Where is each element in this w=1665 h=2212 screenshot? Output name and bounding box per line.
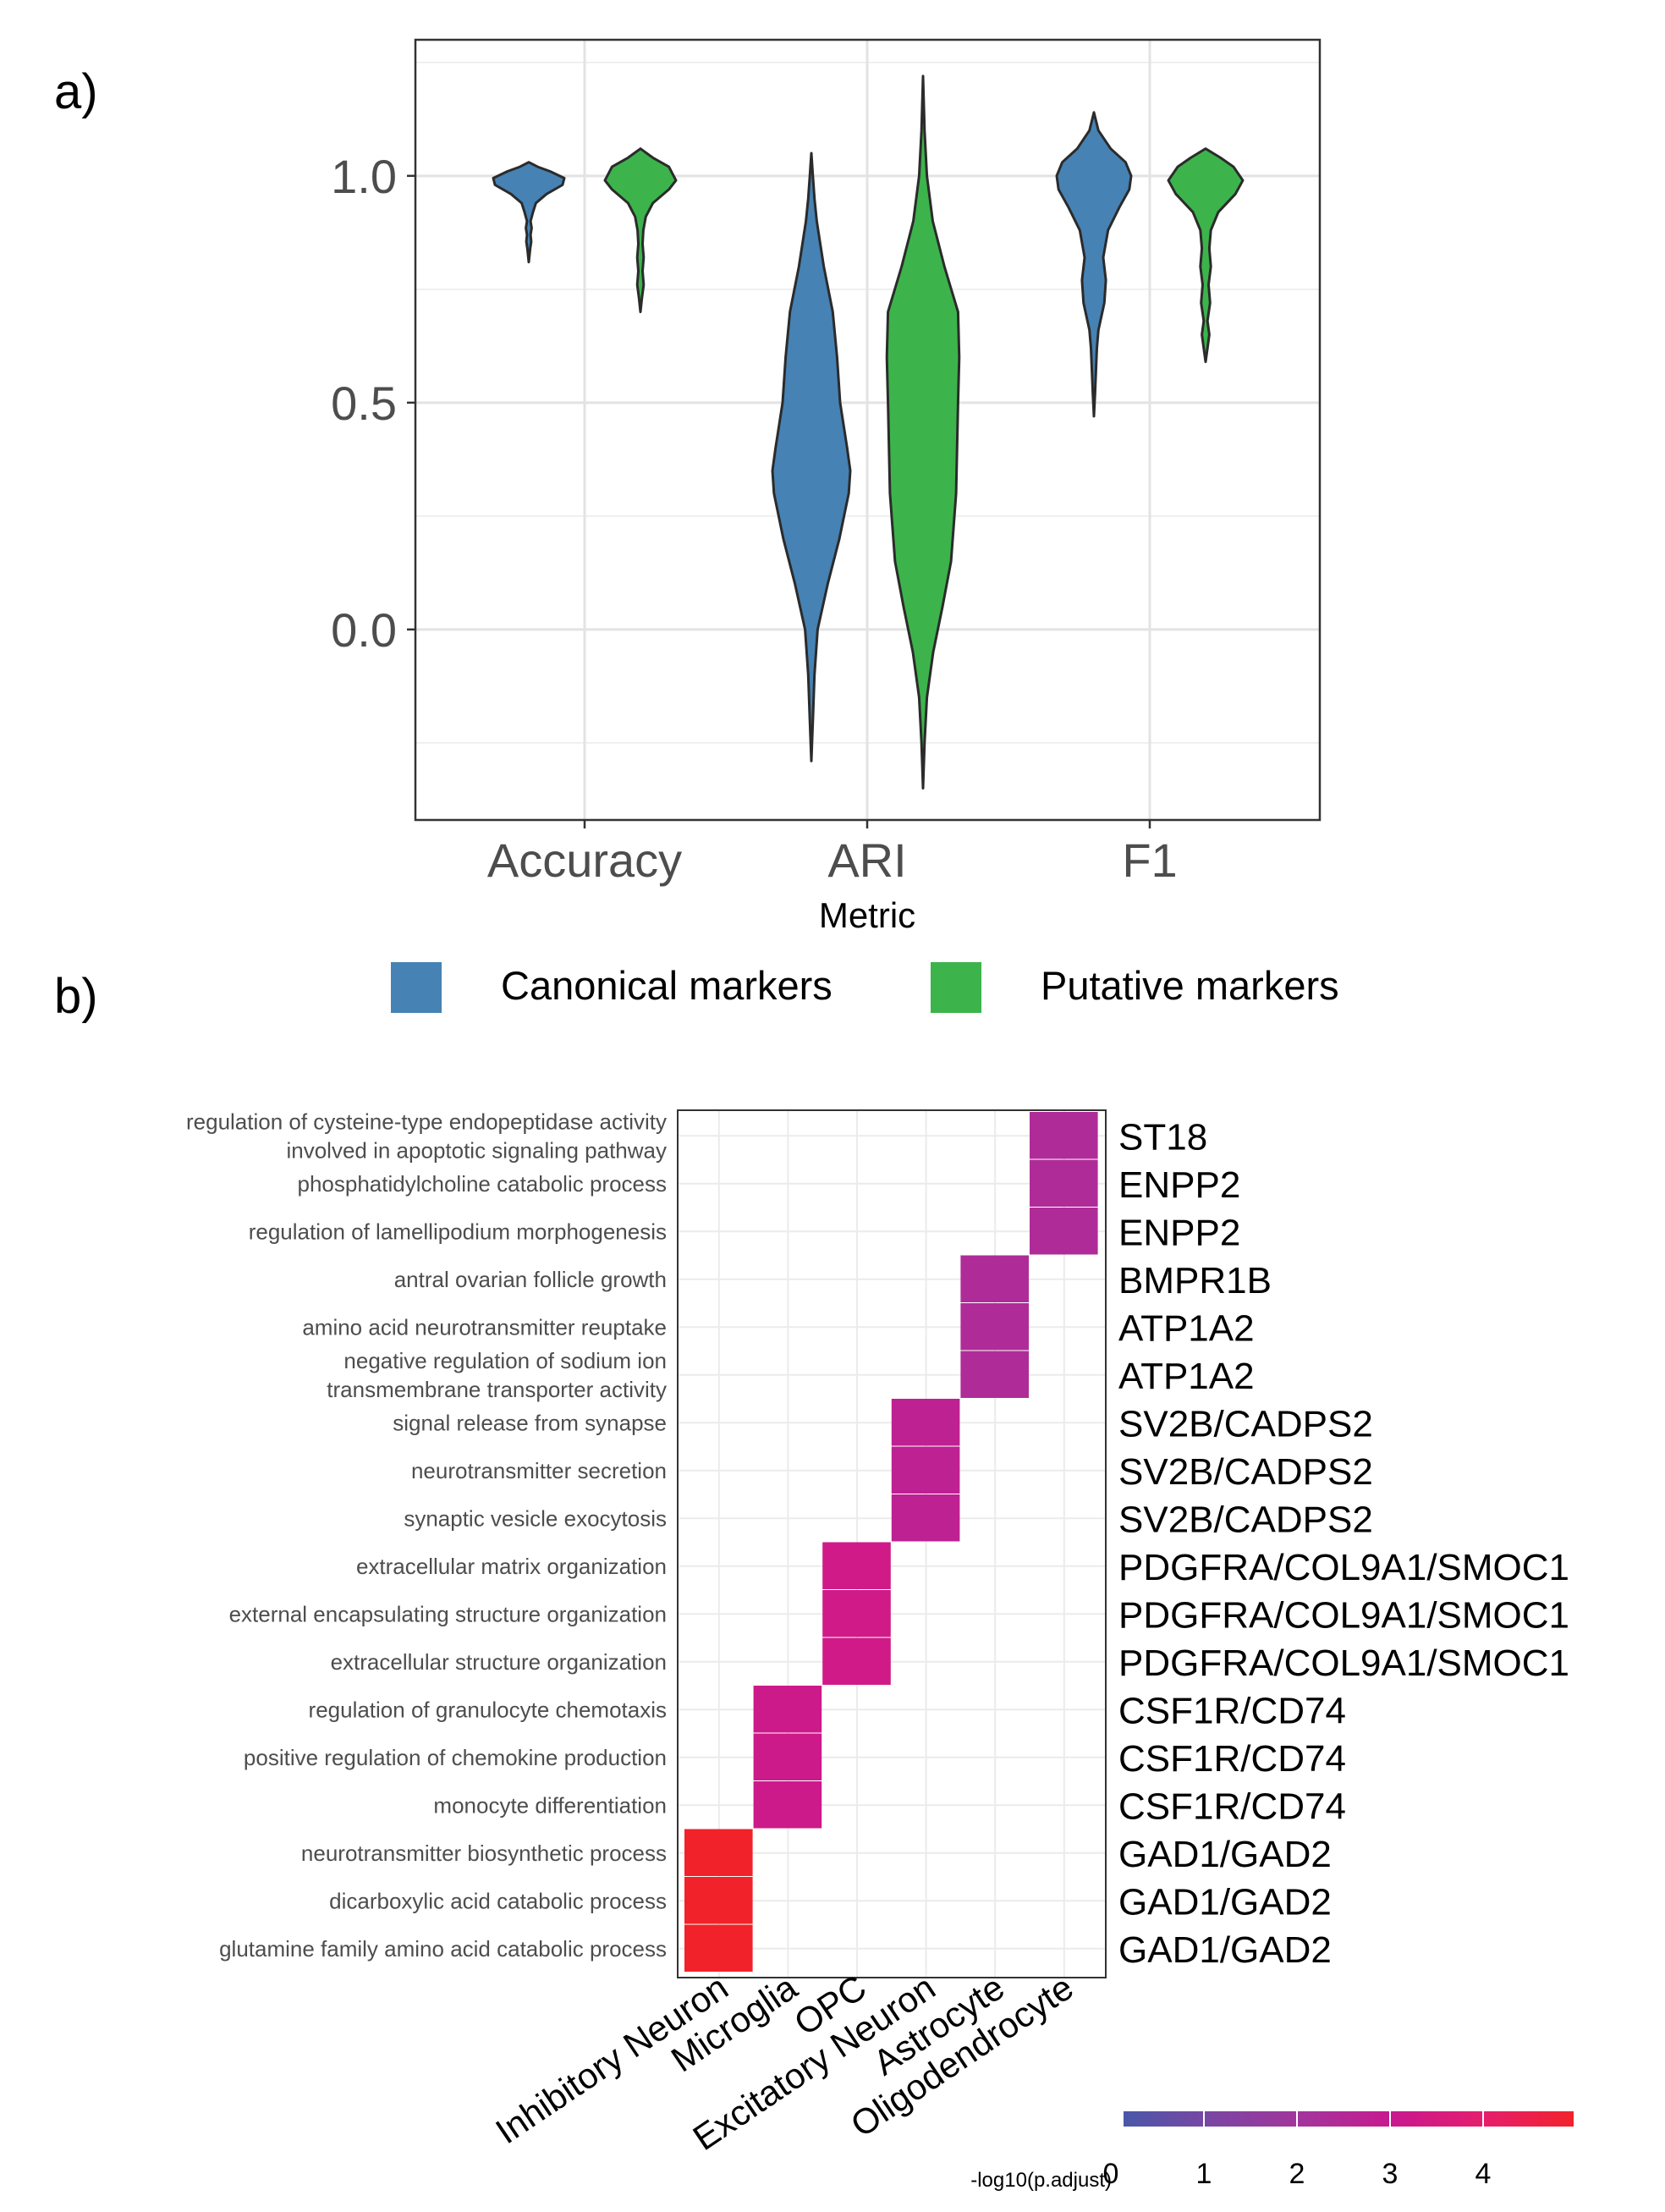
violin-putative-markers-f1 [1167, 147, 1245, 364]
go-term-label: monocyte differentiation [433, 1792, 667, 1818]
heatmap-cell-inhibitory-neuron [684, 1924, 753, 1972]
x-tick-label-f1: F1 [1122, 834, 1177, 887]
legend-swatch-canonical-markers [391, 962, 442, 1013]
go-term-label: external encapsulating structure organiz… [229, 1601, 667, 1626]
colorbar-ticks: 0 1 2 3 4 [1103, 2111, 1492, 2190]
go-term-label: negative regulation of sodium ion transme… [327, 1348, 667, 1402]
colorbar-tick-label: 0 [1103, 2158, 1119, 2190]
y-tick-label: 0.0 [331, 603, 397, 657]
go-term-label: amino acid neurotransmitter reuptake [302, 1314, 667, 1340]
gene-label: PDGFRA/COL9A1/SMOC1 [1118, 1547, 1569, 1588]
go-term-label: neurotransmitter biosynthetic process [301, 1841, 667, 1866]
go-term-label: positive regulation of chemokine product… [244, 1745, 667, 1770]
gene-label: CSF1R/CD74 [1118, 1690, 1346, 1731]
violin-putative-markers-accuracy [603, 147, 678, 314]
gene-label: SV2B/CADPS2 [1118, 1499, 1373, 1540]
go-term-line: involved in apoptotic signaling pathway [286, 1137, 667, 1163]
heatmap-cell-oligodendrocyte [1030, 1159, 1098, 1207]
colorbar-tick-label: 4 [1475, 2158, 1492, 2190]
heatmap-cells [684, 1112, 1098, 1972]
colorbar-gradient [1124, 2111, 1574, 2127]
gene-label: ATP1A2 [1118, 1356, 1255, 1397]
go-term-label: neurotransmitter secretion [411, 1458, 667, 1483]
go-term-label: regulation of lamellipodium morphogenesi… [249, 1219, 667, 1244]
x-tick-label-ari: ARI [827, 834, 906, 887]
go-term-label: regulation of granulocyte chemotaxis [309, 1697, 667, 1722]
go-term-label: extracellular structure organization [331, 1649, 667, 1675]
heatmap-cell-oligodendrocyte [1030, 1208, 1098, 1255]
y-tick-label: 0.5 [331, 377, 397, 430]
x-tick-label-accuracy: Accuracy [487, 834, 682, 887]
violin-grid [415, 40, 1320, 820]
go-term-labels: regulation of cysteine-type endopeptidas… [186, 1109, 667, 1962]
colorbar-title: -log10(p.adjust) [970, 2169, 1112, 2192]
heatmap-cell-inhibitory-neuron [684, 1877, 753, 1924]
gene-label: GAD1/GAD2 [1118, 1881, 1332, 1923]
legend: Canonical markers Putative markers [391, 962, 1339, 1013]
heatmap-cell-excitatory-neuron [891, 1399, 960, 1446]
x-axis-title: Metric [819, 895, 915, 935]
gene-label: ENPP2 [1118, 1164, 1240, 1206]
gene-label: SV2B/CADPS2 [1118, 1403, 1373, 1444]
heatmap-cell-excitatory-neuron [891, 1446, 960, 1494]
heatmap-cell-astrocyte [960, 1351, 1029, 1398]
legend-label-putative-markers: Putative markers [1041, 963, 1339, 1008]
violin-canonical-markers-accuracy [492, 161, 566, 264]
go-term-label: signal release from synapse [393, 1410, 667, 1435]
gene-label: ATP1A2 [1118, 1307, 1255, 1349]
gene-label: PDGFRA/COL9A1/SMOC1 [1118, 1642, 1569, 1684]
gene-label: CSF1R/CD74 [1118, 1738, 1346, 1780]
gene-label: ST18 [1118, 1116, 1207, 1158]
go-term-label: glutamine family amino acid catabolic pr… [219, 1936, 667, 1962]
gene-label: ENPP2 [1118, 1212, 1240, 1253]
go-term-label: phosphatidylcholine catabolic process [298, 1171, 668, 1197]
cell-type-labels: Inhibitory NeuronMicrogliaOPCExcitatory … [488, 1967, 1080, 2158]
violin-y-ticks: 0.0 0.5 1.0 [331, 150, 415, 657]
heatmap-border [677, 1109, 1107, 1978]
gene-label: SV2B/CADPS2 [1118, 1451, 1373, 1493]
colorbar-tick-label: 1 [1196, 2158, 1212, 2190]
heatmap-panel: b) regulation of cysteine-type endopepti… [54, 969, 1574, 2192]
heatmap-cell-astrocyte [960, 1255, 1029, 1302]
colorbar: -log10(p.adjust) 0 1 2 3 4 [970, 2111, 1574, 2192]
violin-marks [492, 74, 1245, 790]
heatmap-cell-oligodendrocyte [1030, 1112, 1098, 1159]
violin-x-ticks: Accuracy ARI F1 [487, 820, 1178, 887]
violin-canonical-markers-f1 [1055, 111, 1133, 418]
gene-label: GAD1/GAD2 [1118, 1929, 1332, 1971]
panel-a-label: a) [54, 64, 98, 119]
gene-labels: ST18 ENPP2 ENPP2 BMPR1B ATP1A2 ATP1A2 SV2B/CAD… [1118, 1116, 1569, 1971]
y-tick-label: 1.0 [331, 150, 397, 203]
colorbar-tick-label: 3 [1382, 2158, 1398, 2190]
legend-swatch-putative-markers [931, 962, 981, 1013]
go-term-line: regulation of cysteine-type endopeptidas… [186, 1109, 667, 1134]
colorbar-tick-label: 2 [1289, 2158, 1305, 2190]
go-term-line: negative regulation of sodium ion [343, 1348, 667, 1373]
heatmap-cell-excitatory-neuron [891, 1494, 960, 1542]
go-term-line: transmembrane transporter activity [327, 1377, 667, 1402]
heatmap-cell-inhibitory-neuron [684, 1829, 753, 1876]
violin-canonical-markers-ari [771, 151, 852, 762]
go-term-label: synaptic vesicle exocytosis [404, 1505, 667, 1531]
gene-label: BMPR1B [1118, 1260, 1272, 1301]
violin-putative-markers-ari [885, 74, 961, 790]
panel-b-label: b) [54, 969, 98, 1024]
heatmap-cell-opc [822, 1590, 891, 1637]
go-term-label: extracellular matrix organization [356, 1554, 667, 1579]
heatmap-cell-opc [822, 1542, 891, 1589]
go-term-label: antral ovarian follicle growth [394, 1267, 667, 1292]
go-term-label: dicarboxylic acid catabolic process [329, 1888, 667, 1913]
gene-label: CSF1R/CD74 [1118, 1786, 1346, 1827]
heatmap-cell-opc [822, 1637, 891, 1685]
heatmap-cell-microglia [753, 1686, 822, 1733]
heatmap-cell-microglia [753, 1781, 822, 1829]
heatmap-cell-microglia [753, 1733, 822, 1780]
legend-label-canonical-markers: Canonical markers [501, 963, 832, 1008]
gene-label: PDGFRA/COL9A1/SMOC1 [1118, 1594, 1569, 1636]
violin-panel: a) 0.0 0.5 1.0 Accuracy ARI F1 Metric Canoni… [54, 38, 1339, 1013]
heatmap-cell-astrocyte [960, 1303, 1029, 1351]
gene-label: GAD1/GAD2 [1118, 1834, 1332, 1875]
go-term-label: regulation of cysteine-type endopeptidas… [186, 1109, 667, 1163]
